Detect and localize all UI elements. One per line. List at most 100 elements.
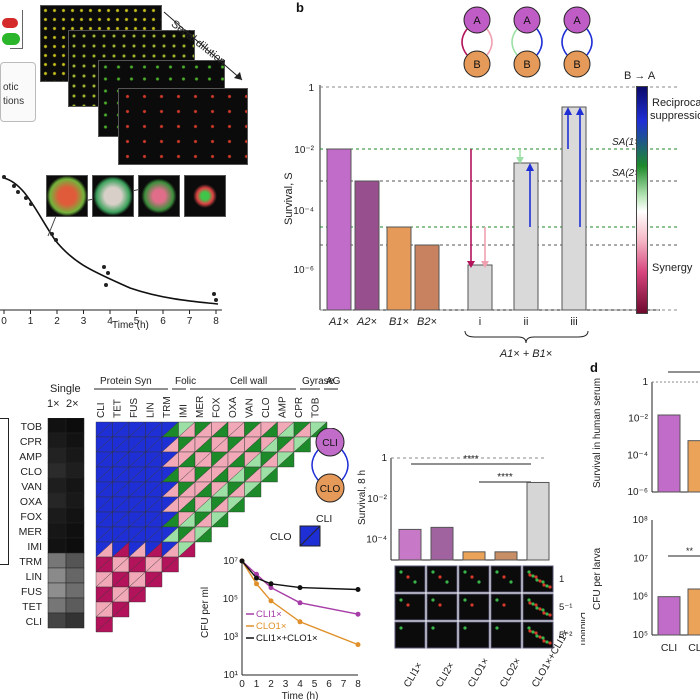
bar-label-ii: ii — [524, 316, 529, 328]
group-protein-syn: Protein Syn — [100, 376, 152, 387]
larva-ytick: 10⁸ — [633, 515, 648, 526]
row-label: TOB — [21, 421, 42, 433]
colorbar-top-label-2: suppression — [650, 110, 700, 122]
cfu-point — [297, 619, 303, 625]
pair-cell-lower — [95, 616, 113, 633]
group-folic: Folic — [175, 376, 196, 387]
single-cell-1x — [47, 612, 67, 629]
s8-signif: **** — [463, 454, 479, 465]
single-cell-1x — [47, 582, 67, 599]
single-cell-2x — [65, 612, 85, 629]
single-drug-heatmap: TOB CPR AMP CLO VAN OXA FOX MER IMI TRM … — [19, 418, 85, 629]
cfu-ylabel: CFU per ml — [200, 587, 211, 638]
s8-category: CLO2× — [498, 656, 524, 689]
bar-a2x — [354, 180, 380, 311]
motif-3: A B — [561, 6, 593, 78]
col-label: TRM — [162, 396, 173, 418]
col-label: AMP — [278, 396, 289, 418]
cli-clo-legend: CLI CLO — [270, 513, 332, 547]
cfu-point — [254, 575, 259, 581]
single-cell-1x — [47, 447, 67, 464]
kill-curve — [3, 177, 219, 305]
time-tick: 1 — [28, 316, 34, 327]
single-cell-2x — [65, 432, 85, 449]
motif-2: A B — [511, 6, 543, 78]
colony-inset-1 — [46, 175, 88, 217]
dilution-image — [522, 565, 554, 593]
pair-cell-lower — [227, 496, 245, 513]
single-cell-2x — [65, 492, 85, 509]
dilution-image — [490, 565, 522, 593]
s-a1-label: SA(1×) — [612, 137, 643, 148]
cfu-xtick: 1 — [254, 679, 260, 690]
node-b-2: B — [523, 59, 530, 71]
single-cell-1x — [47, 567, 67, 584]
dilution-level: 5⁻² — [559, 630, 572, 641]
col-label: CLO — [261, 397, 272, 418]
row-label: OXA — [20, 496, 42, 508]
connector-line-h — [10, 48, 23, 49]
cfu-legend-item: CLI1×+CLO1× — [256, 633, 318, 644]
row-label: MER — [19, 526, 43, 538]
col-label: LIN — [146, 402, 157, 418]
plate-image-4 — [118, 88, 248, 165]
cfu-xtick: 3 — [283, 679, 289, 690]
cfu-point — [355, 611, 361, 617]
larva-category: CLI — [661, 642, 677, 654]
cli-clo-nodes: CLI CLO — [311, 428, 349, 503]
cfu-ytick: 10³ — [224, 632, 239, 643]
colony-inset-3 — [138, 175, 180, 217]
conditions-label: tions — [3, 96, 25, 107]
larva-signif: ** — [686, 546, 694, 556]
cfu-point — [268, 598, 274, 604]
single-cell-2x — [65, 537, 85, 554]
row-label: CLI — [26, 616, 42, 628]
pair-cell-lower — [128, 586, 146, 603]
s8-bar — [462, 551, 486, 561]
dilution-image — [458, 621, 490, 649]
colorbar-bottom-label: Synergy — [652, 262, 693, 274]
col-label: VAN — [245, 398, 256, 418]
dilution-image — [394, 565, 426, 593]
dilution-image — [490, 621, 522, 649]
cfu-point — [297, 585, 303, 591]
cfu-ytick: 10⁷ — [223, 556, 238, 567]
row-label: TET — [22, 601, 42, 613]
single-cell-2x — [65, 507, 85, 524]
plate-icon — [0, 62, 36, 122]
single-cell-2x — [65, 447, 85, 464]
bar-label-b2x: B2× — [417, 316, 437, 328]
node-a-3: A — [573, 15, 581, 27]
s8-bar — [526, 481, 550, 561]
pair-cell-lower — [243, 481, 262, 498]
single-cell-2x — [65, 552, 85, 569]
colony-inset-4 — [184, 175, 226, 217]
col-label: FOX — [212, 397, 223, 418]
pair-cell-lower — [144, 571, 163, 588]
serum-ytick: 10⁻² — [628, 414, 648, 425]
single-cell-1x — [47, 537, 67, 554]
dilution-image — [426, 621, 458, 649]
single-cell-1x — [47, 432, 67, 449]
dilution-level: 1 — [559, 574, 564, 585]
s8-category: CLI2× — [434, 661, 457, 690]
s8-category: CLO1× — [466, 656, 492, 689]
dilution-image — [490, 593, 522, 621]
time-tick: 8 — [213, 316, 219, 327]
group-cell-wall: Cell wall — [230, 376, 267, 387]
single-label: Single — [50, 383, 81, 395]
row-label: FUS — [21, 586, 42, 598]
dilution-image — [458, 593, 490, 621]
cfu-xlabel: Time (h) — [282, 691, 319, 700]
dilution-image — [426, 593, 458, 621]
legend-cli: CLI — [316, 513, 332, 525]
s8-bar — [398, 528, 422, 561]
time-tick: 5 — [134, 316, 140, 327]
dilution-image — [394, 593, 426, 621]
row-label: TRM — [19, 556, 42, 568]
col-label: CPR — [294, 397, 305, 418]
s-a2-label: SA(2×) — [612, 168, 643, 179]
single-col-1x: 1× — [47, 398, 60, 410]
single-cell-1x — [47, 507, 67, 524]
cfu-point — [355, 642, 361, 648]
